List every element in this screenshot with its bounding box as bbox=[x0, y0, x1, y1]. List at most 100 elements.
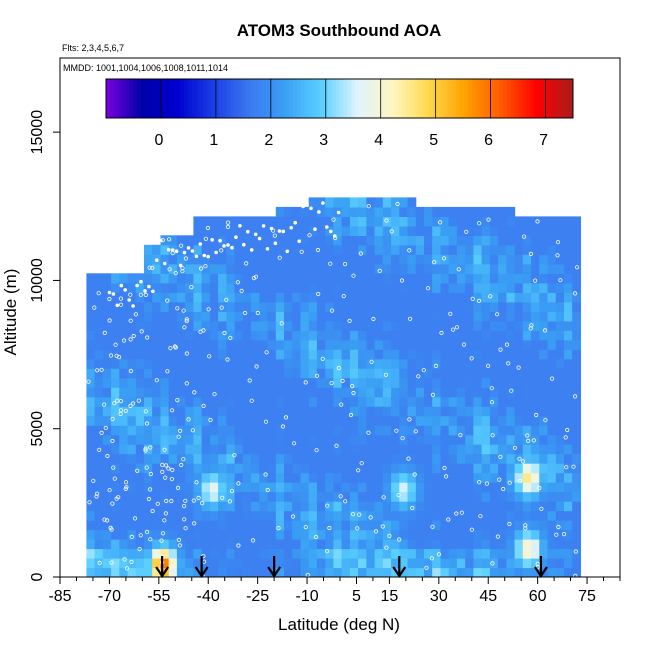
heatmap-cell bbox=[506, 225, 516, 236]
colorbar-tick-label: 5 bbox=[429, 132, 438, 149]
heatmap-cell bbox=[415, 301, 425, 312]
heatmap-cell bbox=[547, 520, 557, 531]
heatmap-cell bbox=[415, 501, 425, 512]
heatmap-cell bbox=[218, 377, 227, 388]
heatmap-cell bbox=[432, 358, 441, 369]
heatmap-cell bbox=[448, 387, 458, 398]
heatmap-cell bbox=[489, 434, 499, 445]
heatmap-cell bbox=[358, 225, 367, 236]
heatmap-cell bbox=[209, 301, 219, 312]
heatmap-cell bbox=[415, 406, 425, 417]
heatmap-cell bbox=[234, 235, 244, 246]
heatmap-cell bbox=[349, 311, 359, 322]
heatmap-cell bbox=[572, 453, 581, 464]
colorbar-segment bbox=[502, 79, 508, 118]
heatmap-cell bbox=[522, 472, 532, 483]
sample-point bbox=[227, 499, 232, 504]
heatmap-cell bbox=[572, 406, 581, 417]
heatmap-cell bbox=[489, 539, 499, 550]
heatmap-cell bbox=[514, 368, 524, 379]
heatmap-cell bbox=[366, 292, 376, 303]
heatmap-cell bbox=[514, 501, 524, 512]
heatmap-cell bbox=[152, 567, 161, 577]
sample-point bbox=[461, 342, 467, 347]
heatmap-cell bbox=[514, 406, 524, 417]
heatmap-cell bbox=[160, 434, 170, 445]
heatmap-cell bbox=[498, 434, 507, 445]
heatmap-cell bbox=[498, 368, 507, 379]
heatmap-cell bbox=[415, 463, 425, 474]
heatmap-cell bbox=[440, 301, 450, 312]
heatmap-cell bbox=[234, 244, 244, 255]
sample-point bbox=[437, 220, 443, 225]
heatmap-cell bbox=[473, 444, 483, 455]
arrow-head bbox=[155, 566, 170, 578]
heatmap-cell bbox=[564, 244, 573, 255]
heatmap-cell bbox=[300, 396, 310, 407]
heatmap-cell bbox=[440, 539, 450, 550]
heatmap-cell bbox=[201, 273, 211, 284]
heatmap-cell bbox=[218, 520, 227, 531]
sample-point bbox=[448, 311, 453, 316]
heatmap-cell bbox=[456, 311, 466, 322]
sample-point bbox=[317, 210, 321, 214]
heatmap-cell bbox=[185, 349, 194, 360]
sample-point bbox=[163, 261, 167, 266]
heatmap-cell bbox=[564, 358, 573, 369]
sample-point bbox=[338, 494, 343, 499]
sample-point bbox=[102, 402, 107, 407]
sample-point bbox=[280, 424, 286, 429]
heatmap-cell bbox=[473, 463, 483, 474]
heatmap-cell bbox=[539, 330, 549, 341]
heatmap-cell bbox=[333, 320, 343, 331]
heatmap-cell bbox=[209, 368, 219, 379]
sample-point bbox=[186, 246, 191, 250]
heatmap-cell bbox=[284, 406, 293, 417]
heatmap-cell bbox=[234, 472, 244, 483]
heatmap-cell bbox=[160, 558, 170, 569]
heatmap-cell bbox=[341, 501, 351, 512]
heatmap-cell bbox=[481, 320, 491, 331]
heatmap-cell bbox=[135, 491, 145, 502]
flights-annotation: Flts: 2,3,4,5,6,7 bbox=[62, 43, 124, 53]
heatmap-cell bbox=[473, 520, 483, 531]
heatmap-cell bbox=[218, 539, 227, 550]
colorbar-segment bbox=[479, 79, 484, 118]
heatmap-cell bbox=[415, 349, 425, 360]
heatmap-cell bbox=[251, 263, 260, 274]
heatmap-cell bbox=[226, 301, 236, 312]
heatmap-cell bbox=[465, 349, 474, 360]
heatmap-cell bbox=[160, 453, 170, 464]
heatmap-cell bbox=[209, 425, 219, 436]
heatmap-cell bbox=[300, 339, 310, 350]
sample-point bbox=[182, 517, 187, 522]
heatmap-cell bbox=[341, 520, 351, 531]
heatmap-cell bbox=[176, 520, 186, 531]
heatmap-cell bbox=[316, 510, 326, 521]
heatmap-cell bbox=[234, 216, 244, 227]
heatmap-cell bbox=[489, 444, 499, 455]
heatmap-cell bbox=[135, 301, 145, 312]
heatmap-cell bbox=[325, 292, 334, 303]
heatmap-cell bbox=[168, 254, 178, 265]
heatmap-cell bbox=[251, 415, 260, 426]
heatmap-cell bbox=[316, 415, 326, 426]
heatmap-cell bbox=[465, 501, 474, 512]
heatmap-cell bbox=[424, 444, 433, 455]
heatmap-cell bbox=[209, 558, 219, 569]
colorbar-segment bbox=[176, 79, 181, 118]
heatmap-cell bbox=[374, 216, 384, 227]
heatmap-cell bbox=[555, 377, 565, 388]
heatmap-cell bbox=[366, 415, 376, 426]
colorbar-segment bbox=[164, 79, 169, 118]
heatmap-cell bbox=[399, 330, 409, 341]
heatmap-cell bbox=[333, 425, 343, 436]
heatmap-cell bbox=[415, 548, 425, 559]
heatmap-cell bbox=[275, 529, 285, 540]
x-tick-label: 75 bbox=[578, 588, 596, 605]
heatmap-cell bbox=[547, 396, 557, 407]
heatmap-cell bbox=[111, 567, 120, 577]
heatmap-cell bbox=[127, 311, 137, 322]
heatmap-cell bbox=[259, 254, 269, 265]
heatmap-cell bbox=[465, 387, 474, 398]
